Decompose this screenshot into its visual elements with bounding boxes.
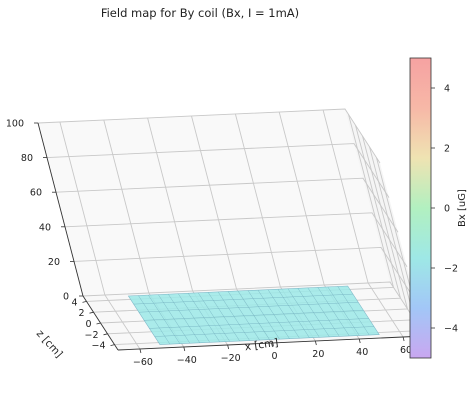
colorbar-tick-label: 0 [444, 204, 450, 215]
surface-mesh-line [149, 318, 369, 329]
vertical-tick-label: 80 [21, 153, 33, 164]
z-tick-label: 2 [78, 308, 84, 319]
surface-mesh-line [133, 293, 353, 305]
x-tick [139, 348, 142, 354]
x-axis-label: x [cm] [244, 337, 279, 354]
grid-line-z [46, 143, 390, 198]
z-axis-label: z [cm] [34, 328, 65, 361]
colorbar-tick-label: −4 [444, 324, 458, 335]
colorbar-tick-label: −2 [444, 264, 458, 275]
x-tick-label: 0 [271, 351, 277, 362]
vertical-tick-label: 100 [6, 119, 24, 130]
grid-line-z [73, 246, 417, 302]
colorbar [409, 57, 432, 359]
x-tick-label: 40 [356, 347, 368, 358]
z-tick [89, 311, 94, 314]
chart-title: Field map for By coil (Bx, I = 1mA) [101, 6, 299, 20]
z-tick [103, 333, 108, 336]
x-tick [183, 346, 186, 352]
x-tick-label: 60 [400, 345, 412, 356]
x-tick [358, 338, 361, 344]
surface-mesh-line [144, 310, 364, 321]
surface-mesh-line [138, 301, 359, 313]
vertical-tick-label: 40 [39, 222, 51, 233]
colorbar-ticks: −4 −2 0 2 4 [431, 84, 458, 335]
grid-line-z [37, 108, 381, 164]
x-tick [402, 336, 405, 342]
colorbar-label: Bx [uG] [457, 189, 468, 227]
vertical-tick-label: 60 [30, 188, 42, 199]
x-tick [271, 342, 273, 348]
colorbar-tick-label: 2 [444, 144, 450, 155]
vertical-axis-line [37, 122, 84, 297]
z-tick [96, 322, 101, 325]
x-tick [227, 344, 230, 350]
z-tick [110, 344, 115, 346]
z-tick-label: 0 [85, 319, 91, 330]
x-tick-label: −40 [177, 355, 197, 366]
grid-line-z [64, 212, 408, 268]
vertical-tick-label: 0 [63, 292, 69, 303]
x-tick [314, 340, 317, 346]
z-tick-label: 4 [71, 297, 77, 308]
z-tick [82, 301, 87, 303]
surface-mesh-line [154, 326, 374, 337]
x-tick-label: −60 [133, 357, 153, 368]
surface [127, 285, 380, 345]
grid-line-z [55, 177, 399, 233]
z-tick-label: −2 [84, 330, 98, 341]
x-tick-label: −20 [221, 353, 241, 364]
colorbar-tick-label: 4 [444, 84, 450, 95]
vertical-tick-label: 20 [48, 257, 60, 268]
z-tick-label: −4 [91, 341, 105, 352]
x-tick-label: 20 [312, 349, 324, 360]
